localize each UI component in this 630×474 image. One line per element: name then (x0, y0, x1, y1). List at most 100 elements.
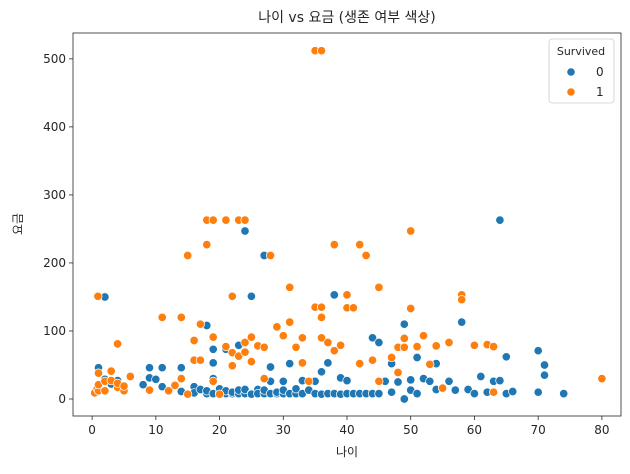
y-tick-label: 0 (58, 392, 66, 406)
point-survived-1 (489, 342, 499, 352)
legend-marker-1 (566, 87, 576, 97)
x-tick-label: 50 (403, 423, 418, 437)
y-tick-label: 400 (43, 120, 66, 134)
y-axis-label: 요금 (11, 213, 25, 235)
point-survived-1 (336, 340, 346, 350)
point-survived-0 (285, 359, 295, 369)
point-survived-0 (246, 291, 256, 301)
point-survived-0 (316, 367, 327, 377)
point-survived-0 (495, 215, 505, 225)
point-survived-1 (240, 347, 250, 357)
point-survived-1 (259, 374, 269, 384)
point-survived-1 (406, 303, 416, 314)
point-survived-1 (444, 337, 454, 348)
point-survived-1 (183, 389, 193, 399)
point-survived-0 (265, 362, 276, 372)
point-survived-1 (291, 342, 301, 352)
x-tick-label: 70 (531, 423, 546, 437)
y-tick-label: 200 (43, 256, 66, 270)
point-survived-1 (113, 339, 123, 349)
point-survived-0 (374, 389, 384, 399)
point-survived-1 (374, 376, 384, 386)
point-survived-1 (457, 295, 467, 305)
point-survived-1 (316, 46, 327, 56)
point-survived-0 (508, 386, 518, 397)
point-survived-0 (444, 376, 454, 386)
point-survived-1 (93, 291, 103, 301)
point-survived-0 (533, 387, 543, 397)
point-survived-1 (316, 302, 327, 312)
point-survived-0 (374, 337, 384, 348)
point-survived-1 (399, 342, 409, 352)
x-tick-label: 30 (276, 423, 291, 437)
point-survived-1 (106, 366, 116, 376)
point-survived-1 (412, 342, 422, 352)
legend-box (548, 38, 615, 104)
point-survived-0 (539, 360, 550, 370)
point-survived-0 (329, 290, 339, 300)
plot-frame (72, 32, 622, 417)
point-survived-1 (183, 250, 193, 261)
point-survived-1 (355, 240, 365, 250)
point-survived-1 (285, 317, 295, 327)
point-survived-0 (559, 389, 569, 399)
point-survived-0 (342, 376, 352, 386)
point-survived-1 (176, 312, 186, 322)
point-survived-1 (425, 359, 435, 369)
point-survived-1 (348, 303, 358, 313)
point-survived-1 (278, 331, 288, 341)
point-survived-1 (240, 337, 250, 348)
point-survived-1 (215, 389, 225, 399)
point-survived-1 (393, 367, 403, 378)
point-survived-1 (399, 333, 409, 343)
point-survived-0 (144, 363, 155, 373)
point-survived-0 (406, 375, 416, 385)
point-survived-0 (393, 377, 403, 387)
point-survived-1 (418, 331, 429, 341)
point-survived-0 (291, 384, 301, 394)
x-tick-label: 80 (594, 423, 609, 437)
point-survived-0 (399, 319, 409, 329)
point-survived-1 (119, 381, 129, 391)
x-tick-label: 0 (88, 423, 96, 437)
point-survived-0 (476, 371, 486, 382)
point-survived-1 (195, 355, 205, 365)
y-tick-label: 300 (43, 188, 66, 202)
x-tick-label: 40 (339, 423, 354, 437)
point-survived-1 (221, 342, 231, 352)
point-survived-1 (469, 340, 479, 350)
point-survived-1 (189, 335, 199, 346)
legend-label-1: 1 (596, 85, 604, 99)
point-survived-0 (399, 394, 409, 404)
point-survived-0 (151, 374, 161, 384)
point-survived-0 (495, 376, 505, 386)
y-tick-label: 100 (43, 324, 66, 338)
point-survived-1 (170, 380, 180, 390)
point-survived-1 (367, 355, 378, 365)
point-survived-1 (304, 376, 314, 386)
point-survived-1 (329, 346, 339, 356)
point-survived-0 (240, 384, 250, 395)
point-survived-1 (100, 386, 110, 396)
point-survived-1 (272, 322, 282, 332)
point-survived-1 (374, 282, 384, 292)
point-survived-1 (259, 342, 269, 352)
x-tick-label: 20 (212, 423, 227, 437)
point-survived-0 (157, 382, 167, 392)
point-survived-1 (297, 333, 307, 343)
chart-title: 나이 vs 요금 (생존 여부 색상) (258, 10, 436, 26)
point-survived-1 (265, 250, 276, 261)
point-survived-1 (597, 374, 607, 384)
point-survived-0 (323, 358, 333, 368)
point-survived-1 (329, 240, 339, 250)
point-survived-0 (539, 370, 550, 380)
point-survived-0 (450, 385, 460, 395)
point-survived-0 (425, 376, 435, 386)
point-survived-0 (501, 352, 511, 362)
point-survived-1 (387, 352, 397, 363)
point-survived-1 (227, 361, 237, 371)
point-survived-0 (240, 226, 250, 236)
point-survived-0 (157, 363, 167, 373)
point-survived-1 (246, 357, 256, 367)
